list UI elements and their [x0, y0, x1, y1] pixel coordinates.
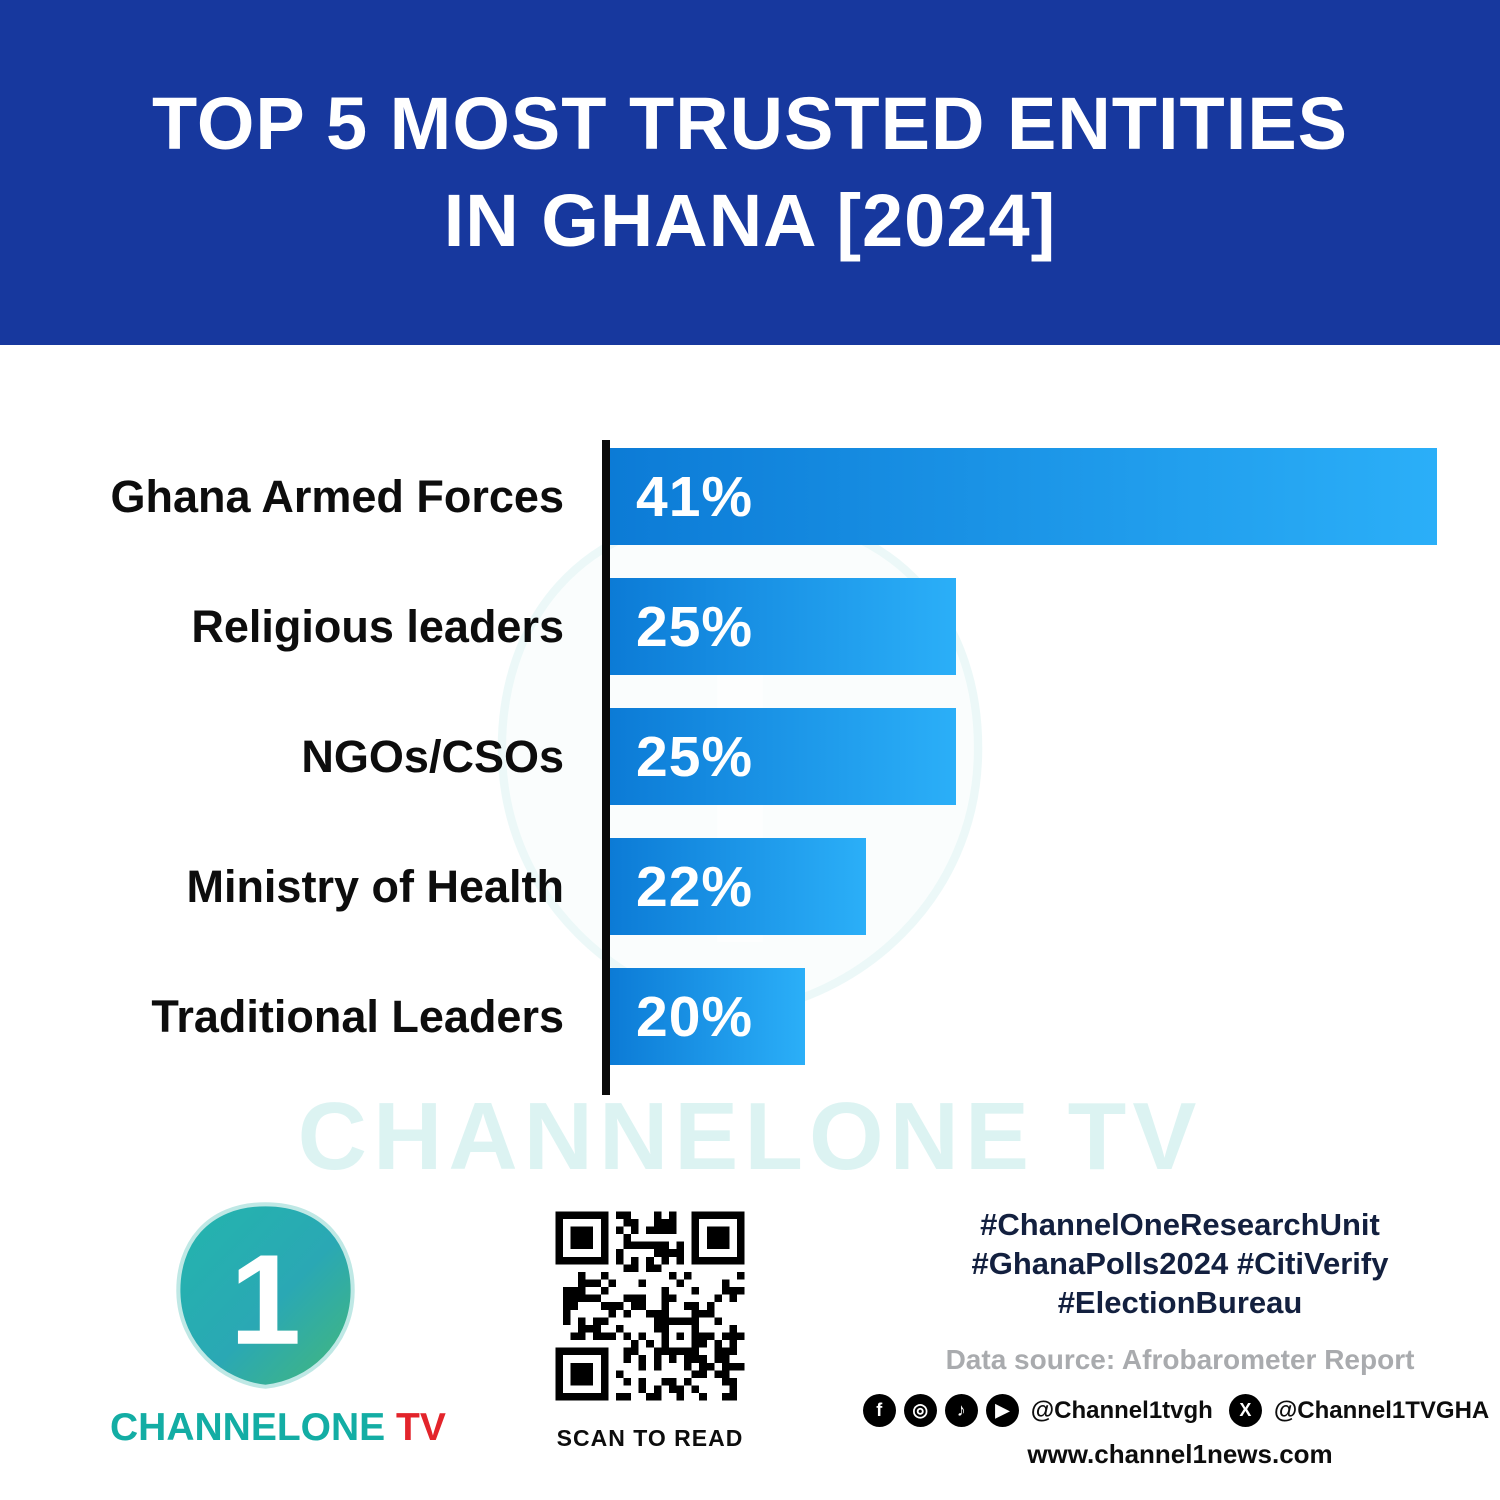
- bar-track: 41%: [610, 448, 1437, 545]
- bar-value-label: 25%: [636, 594, 754, 659]
- x-icon: X: [1228, 1394, 1262, 1427]
- wordmark-tv: TV: [385, 1406, 446, 1449]
- chart-row: NGOs/CSOs 25%: [0, 708, 1437, 805]
- facebook-icon: f: [862, 1394, 896, 1427]
- social-handle-x: @Channel1TVGHA: [1273, 1396, 1490, 1424]
- bar-category-label: Religious leaders: [191, 600, 564, 652]
- bar-chart: Ghana Armed Forces 41% Religious leaders 25…: [0, 440, 1500, 1095]
- tiktok-icon: ♪: [944, 1394, 978, 1427]
- logo-pick-icon: 1: [175, 1202, 355, 1389]
- bar-track: 22%: [610, 838, 1437, 935]
- bar-category-label: NGOs/CSOs: [301, 730, 564, 782]
- chart-row: Traditional Leaders 20%: [0, 968, 1437, 1065]
- bar: 20%: [610, 968, 806, 1065]
- bar-track: 25%: [610, 578, 1437, 675]
- bar-category-label: Traditional Leaders: [151, 990, 564, 1042]
- bar: 25%: [610, 578, 956, 675]
- bar-value-label: 25%: [636, 724, 754, 789]
- hashtags-line2: #GhanaPolls2024 #CitiVerify: [971, 1246, 1389, 1281]
- watermark-text: CHANNELONE TV: [297, 1083, 1203, 1190]
- bar-value-label: 41%: [636, 464, 754, 529]
- chart-row: Ghana Armed Forces 41%: [0, 448, 1437, 545]
- bar-value-label: 20%: [636, 984, 754, 1049]
- bar-track: 20%: [610, 968, 1437, 1065]
- bar-category-label: Ghana Armed Forces: [110, 470, 564, 522]
- logo-wordmark: CHANNELONE TV: [110, 1406, 446, 1450]
- page-title-line2: IN GHANA [2024]: [443, 178, 1057, 262]
- bar-value-label: 22%: [636, 854, 754, 919]
- bar-category-label: Ministry of Health: [186, 860, 564, 912]
- chart-row: Ministry of Health 22%: [0, 838, 1437, 935]
- chart-rows: Ghana Armed Forces 41% Religious leaders 25…: [0, 440, 1437, 1095]
- hashtags-line1: #ChannelOneResearchUnit: [980, 1207, 1380, 1242]
- bar: 41%: [610, 448, 1437, 545]
- wordmark-one: ONE: [300, 1406, 386, 1449]
- social-handle-main: @Channel1tvgh: [1030, 1396, 1213, 1424]
- logo-numeral: 1: [229, 1229, 300, 1372]
- bar-track: 25%: [610, 708, 1437, 805]
- chart-row: Religious leaders 25%: [0, 578, 1437, 675]
- qr-code: [542, 1200, 758, 1417]
- qr-block: SCAN TO READ: [542, 1200, 758, 1452]
- bar: 22%: [610, 838, 866, 935]
- youtube-icon: ▶: [985, 1394, 1019, 1427]
- hashtags-line3: #ElectionBureau: [1057, 1285, 1303, 1320]
- social-row: f ◎ ♪ ▶ @Channel1tvgh X @Channel1TVGHA: [862, 1394, 1489, 1427]
- page-title-line1: TOP 5 MOST TRUSTED ENTITIES: [151, 82, 1349, 166]
- footer-info-block: #ChannelOneResearchUnit #GhanaPolls2024 …: [862, 1205, 1489, 1470]
- instagram-icon: ◎: [903, 1394, 937, 1427]
- bar: 25%: [610, 708, 956, 805]
- channel-one-logo: 1 CHANNELONE TV: [110, 1192, 446, 1450]
- header-banner: TOP 5 MOST TRUSTED ENTITIES IN GHANA [20…: [0, 0, 1500, 345]
- website-url: www.channel1news.com: [1027, 1439, 1333, 1469]
- wordmark-channel: CHANNEL: [110, 1406, 301, 1449]
- qr-caption: SCAN TO READ: [556, 1425, 744, 1451]
- data-source-text: Data source: Afrobarometer Report: [945, 1344, 1415, 1375]
